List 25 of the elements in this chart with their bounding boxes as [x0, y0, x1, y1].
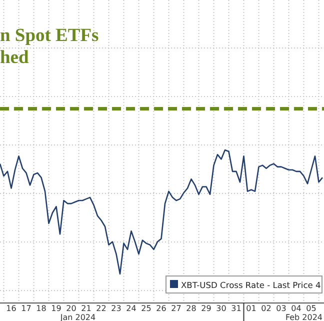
- x-tick-label: 30: [216, 304, 226, 313]
- x-tick-label: 04: [291, 304, 302, 313]
- x-tick-label: 03: [276, 304, 286, 313]
- x-tick-label: 02: [261, 304, 272, 313]
- text: n Spot ETFs: [0, 26, 99, 46]
- x-tick-label: 23: [111, 304, 122, 313]
- text: hed: [0, 48, 30, 68]
- x-tick-label: 26: [156, 304, 166, 313]
- text: Feb 2024: [285, 313, 323, 321]
- x-tick-label: 28: [186, 304, 196, 313]
- x-tick-label: 18: [36, 304, 46, 313]
- x-tick-label: 27: [171, 304, 182, 313]
- x-tick-label: 16: [6, 304, 16, 313]
- legend-label: XBT-USD Cross Rate - Last Price 4: [181, 280, 321, 290]
- x-tick-label: 19: [51, 304, 62, 313]
- x-tick-label: 21: [81, 304, 92, 313]
- x-tick-label: 29: [201, 304, 212, 313]
- x-tick-label: 22: [96, 304, 106, 313]
- x-tick-label: 25: [141, 304, 152, 313]
- x-tick-label: 31: [231, 304, 242, 313]
- x-tick-label: 05: [306, 304, 316, 313]
- x-tick-label: 01: [246, 304, 256, 313]
- x-tick-label: 17: [21, 304, 32, 313]
- x-tick-label: 20: [66, 304, 76, 313]
- x-tick-label: 24: [126, 304, 136, 313]
